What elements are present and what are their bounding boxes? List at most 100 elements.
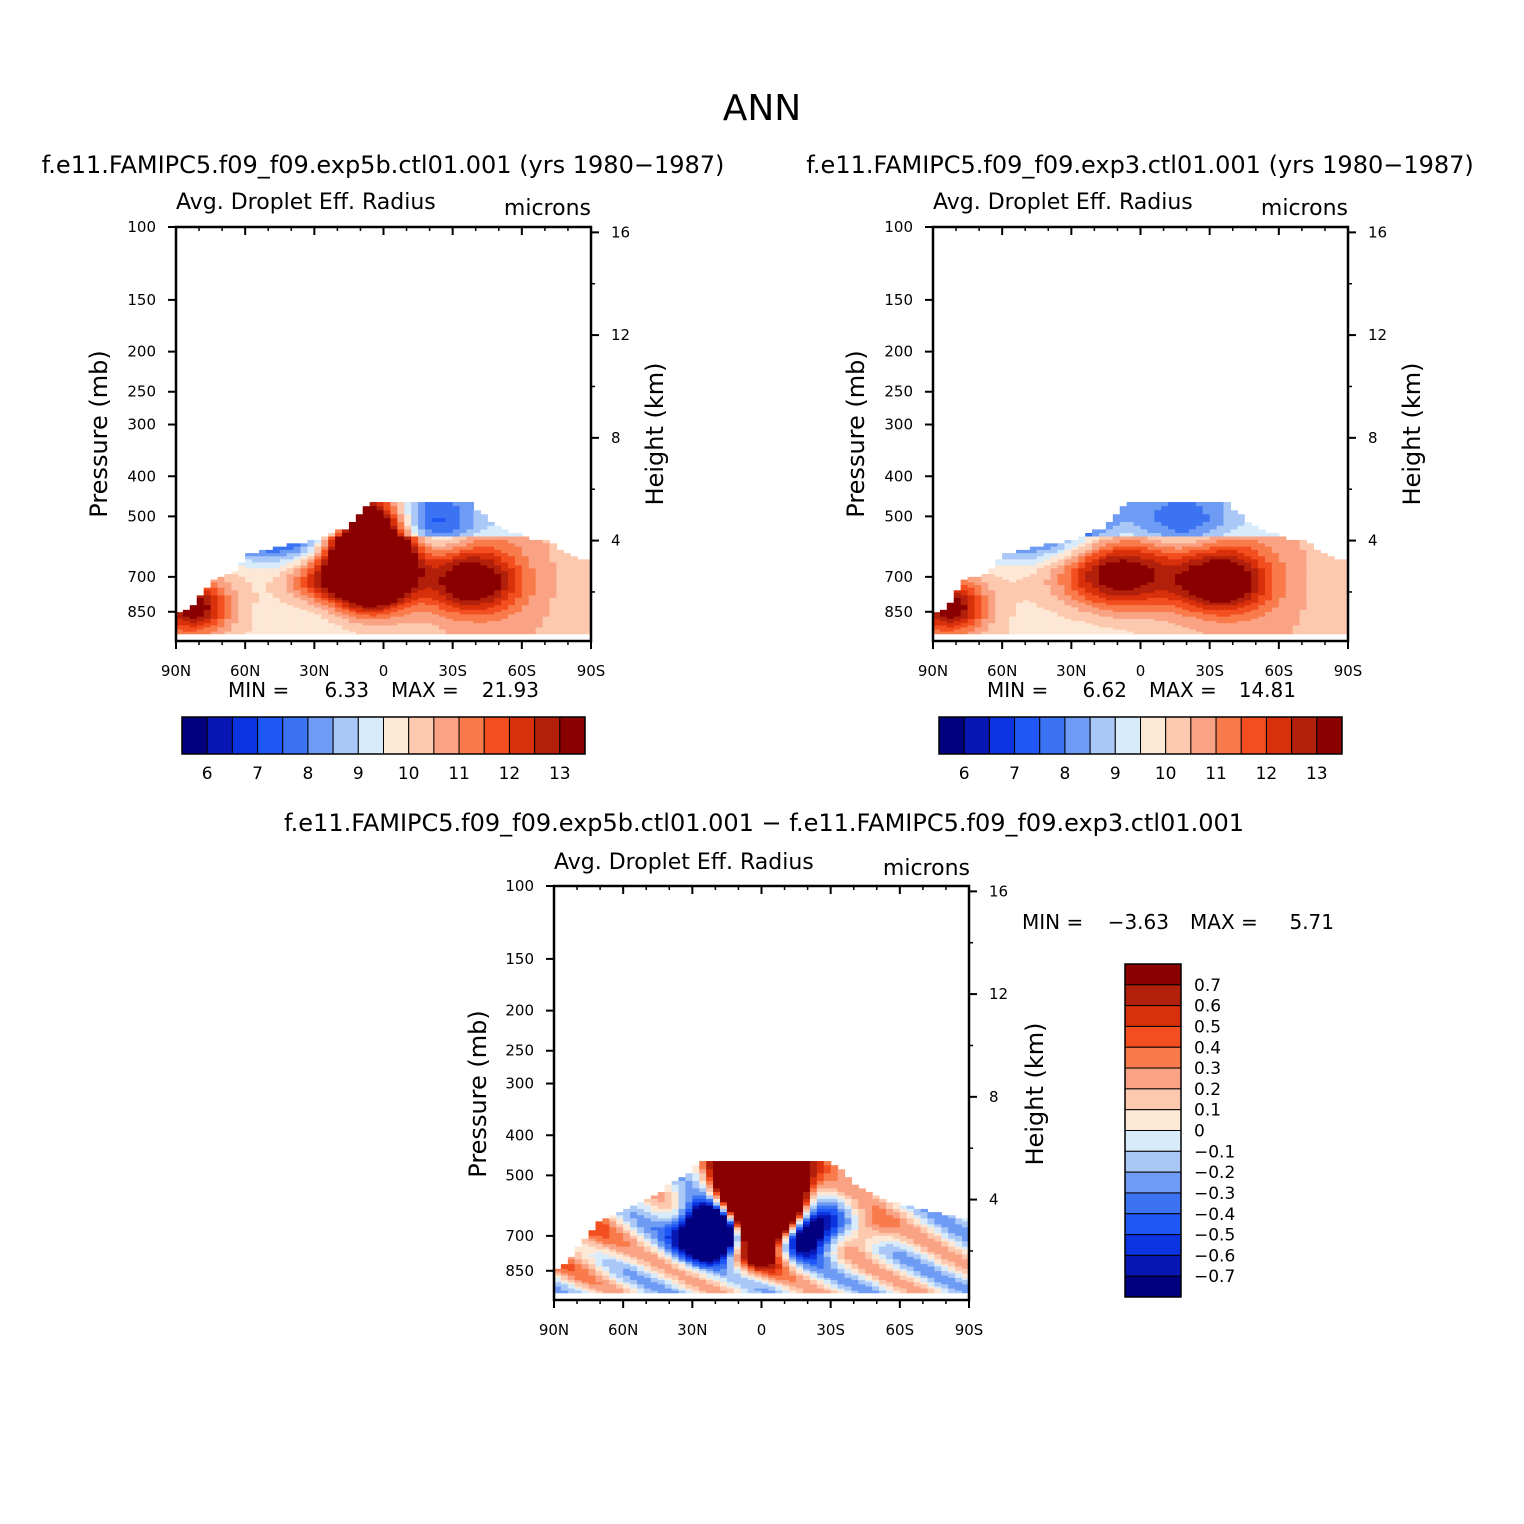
field-cell — [328, 574, 336, 578]
field-cell — [473, 529, 481, 534]
field-cell — [1202, 602, 1211, 606]
field-cell — [300, 625, 309, 629]
field-cell — [1092, 605, 1100, 609]
field-cell — [637, 1284, 645, 1288]
field-cell — [293, 629, 302, 633]
field-cell — [1292, 571, 1301, 575]
field-cell — [1085, 568, 1093, 572]
field-cell — [1334, 590, 1342, 594]
field-cell — [445, 625, 454, 629]
field-cell — [528, 597, 537, 601]
field-cell — [265, 616, 274, 620]
field-cell — [584, 618, 592, 622]
field-cell — [1099, 625, 1107, 629]
field-cell — [960, 629, 969, 633]
field-cell — [321, 553, 329, 557]
field-cell — [335, 631, 343, 635]
field-cell — [348, 609, 357, 613]
field-cell — [560, 1282, 569, 1285]
field-cell — [1216, 553, 1225, 557]
field-cell — [521, 539, 530, 544]
field-cell — [1188, 579, 1197, 583]
field-cell — [1230, 597, 1238, 601]
panel-1-units: microns — [504, 196, 591, 221]
field-cell — [1223, 532, 1232, 538]
field-cell — [328, 576, 336, 581]
field-cell — [487, 574, 495, 578]
field-cell — [521, 625, 530, 629]
field-cell — [521, 609, 530, 613]
field-cell — [1182, 543, 1190, 548]
field-cell — [445, 590, 454, 594]
field-cell — [438, 556, 447, 560]
field-cell — [1285, 543, 1294, 548]
field-cell — [1112, 529, 1121, 534]
field-cell — [946, 616, 955, 620]
field-cell — [1009, 631, 1017, 635]
field-cell — [1175, 602, 1183, 606]
field-cell — [355, 631, 364, 635]
field-cell — [272, 625, 281, 629]
field-cell — [307, 543, 315, 548]
field-cell — [988, 605, 996, 609]
field-cell — [501, 585, 509, 589]
field-cell — [1285, 582, 1294, 586]
field-cell — [438, 592, 447, 596]
field-cell — [1237, 576, 1245, 581]
field-cell — [1078, 614, 1086, 618]
field-cell — [1147, 609, 1155, 613]
field-cell — [355, 574, 364, 578]
field-cell — [1119, 605, 1128, 609]
field-cell — [459, 605, 468, 609]
field-cell — [425, 539, 433, 544]
field-cell — [466, 562, 475, 566]
field-cell — [1064, 585, 1072, 589]
field-cell — [1140, 590, 1149, 594]
field-cell — [1168, 585, 1176, 589]
field-cell — [231, 629, 239, 633]
field-cell — [1009, 579, 1017, 583]
field-cell — [623, 1275, 631, 1279]
field-cell — [1175, 592, 1183, 596]
field-cell — [362, 614, 371, 618]
field-cell — [637, 1221, 645, 1225]
panel-2-variable: Avg. Droplet Eff. Radius — [933, 190, 1193, 215]
field-cell — [1182, 627, 1190, 631]
field-cell — [960, 621, 969, 624]
field-cell — [1251, 595, 1259, 599]
field-cell — [960, 631, 969, 635]
field-cell — [1085, 590, 1093, 594]
field-cell — [1216, 568, 1225, 572]
field-cell — [1327, 609, 1335, 613]
field-cell — [1092, 556, 1100, 560]
field-cell — [1223, 539, 1232, 544]
field-cell — [1154, 568, 1162, 572]
field-cell — [1271, 621, 1280, 624]
field-cell — [473, 592, 481, 596]
field-cell — [252, 590, 260, 594]
field-cell — [577, 579, 585, 583]
field-cell — [560, 1268, 569, 1272]
x-tick-label: 90N — [918, 662, 948, 680]
field-cell — [1133, 629, 1142, 633]
field-cell — [501, 592, 509, 596]
field-cell — [1105, 539, 1114, 544]
field-cell — [514, 595, 523, 599]
field-cell — [623, 1224, 631, 1228]
field-cell — [445, 559, 454, 563]
field-cell — [376, 600, 385, 604]
field-cell — [376, 510, 385, 515]
field-cell — [1271, 587, 1280, 591]
field-cell — [362, 609, 371, 613]
field-cell — [1126, 595, 1135, 599]
field-cell — [293, 546, 302, 551]
field-cell — [1050, 568, 1059, 572]
field-cell — [494, 571, 502, 575]
field-cell — [210, 625, 219, 629]
field-cell — [411, 525, 419, 530]
field-cell — [1147, 592, 1155, 596]
field-cell — [286, 602, 295, 606]
field-cell — [1085, 605, 1093, 609]
field-cell — [376, 612, 385, 615]
field-cell — [1029, 579, 1038, 583]
